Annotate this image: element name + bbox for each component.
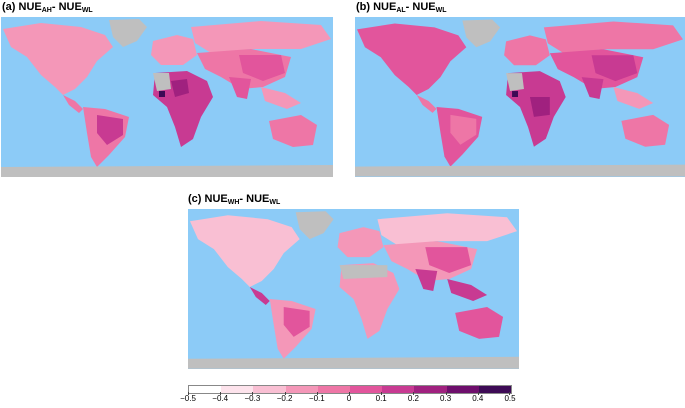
legend-swatch xyxy=(221,386,254,393)
legend-tick xyxy=(381,392,383,395)
sahel xyxy=(339,265,388,280)
legend-swatch xyxy=(350,386,383,393)
west-africa xyxy=(153,73,171,91)
legend-tick-label: −0.4 xyxy=(212,394,229,403)
legend-tick xyxy=(445,392,447,395)
antarctica xyxy=(188,356,519,369)
europe xyxy=(151,35,197,65)
legend-tick-label: 0 xyxy=(346,394,352,403)
central-america xyxy=(416,95,437,113)
russia xyxy=(377,213,518,246)
greenland xyxy=(462,19,501,48)
south-asia xyxy=(581,77,604,99)
legend-tick xyxy=(252,392,254,395)
australia xyxy=(621,114,670,147)
brazil xyxy=(97,115,123,145)
legend-colorbar xyxy=(188,385,512,394)
china xyxy=(425,247,472,274)
panel-b-title: (b) NUEAL- NUEWL xyxy=(356,1,447,14)
gulf-guinea xyxy=(171,79,189,97)
europe xyxy=(504,35,550,66)
legend-tick-label: 0.1 xyxy=(375,394,387,403)
central-america xyxy=(63,95,83,113)
legend-swatch xyxy=(253,386,286,393)
legend-tick-label: 0.4 xyxy=(472,394,484,403)
brazil xyxy=(283,306,310,337)
legend-tick xyxy=(509,392,510,395)
south-asia xyxy=(415,269,438,291)
north-america xyxy=(189,215,300,288)
legend-swatch xyxy=(285,386,318,393)
legend-tick-label: −0.3 xyxy=(244,394,261,403)
map-c xyxy=(188,209,519,369)
map-b-svg xyxy=(355,19,685,177)
australia xyxy=(455,306,504,339)
legend-tick-label: −0.1 xyxy=(308,394,325,403)
africa xyxy=(339,263,400,339)
west-africa xyxy=(506,73,524,92)
south-asia xyxy=(229,77,251,99)
antarctica xyxy=(355,164,685,177)
australia xyxy=(269,115,317,147)
europe xyxy=(337,227,384,258)
hotspot-a xyxy=(159,91,165,97)
north-america xyxy=(3,23,113,95)
legend-tick xyxy=(220,392,222,395)
brazil xyxy=(450,114,477,145)
legend-tick xyxy=(349,392,350,395)
hotspot-b xyxy=(512,91,519,97)
legend-swatch xyxy=(414,386,447,393)
central-africa xyxy=(529,97,550,117)
panel-a-title: (a) NUEAH- NUEWL xyxy=(2,1,93,14)
legend-tick xyxy=(188,392,189,395)
color-legend: −0.5 −0.4 −0.3 −0.2 −0.1 0 0.1 0.2 0.3 0.4 0.5 xyxy=(180,383,516,408)
russia xyxy=(543,21,684,54)
panel-c-title: (c) NUEWH- NUEWL xyxy=(188,193,281,206)
china xyxy=(591,55,638,82)
legend-tick-label: 0.2 xyxy=(407,394,419,403)
legend-swatch xyxy=(382,386,415,393)
legend-tick-label: −0.2 xyxy=(276,394,293,403)
legend-tick xyxy=(413,392,415,395)
china xyxy=(239,55,285,81)
africa xyxy=(153,71,213,147)
antarctica xyxy=(1,165,333,177)
map-a-svg xyxy=(1,19,333,177)
russia xyxy=(191,21,331,53)
map-b xyxy=(355,17,685,177)
legend-swatch xyxy=(446,386,479,393)
legend-tick-label: −0.5 xyxy=(180,394,196,403)
north-america xyxy=(356,23,467,96)
legend-swatch xyxy=(189,386,222,393)
legend-swatch xyxy=(317,386,351,393)
se-asia xyxy=(261,87,301,109)
legend-tick xyxy=(284,392,286,395)
legend-tick-label: 0.3 xyxy=(440,394,452,403)
se-asia xyxy=(613,87,654,109)
map-a xyxy=(1,17,333,177)
se-asia xyxy=(447,279,488,301)
legend-tick xyxy=(316,392,318,395)
legend-swatch xyxy=(478,386,512,393)
legend-tick xyxy=(477,392,479,395)
greenland xyxy=(109,19,147,47)
greenland xyxy=(295,211,334,240)
central-america xyxy=(249,287,270,305)
map-c-svg xyxy=(188,211,519,369)
legend-tick-label: 0.5 xyxy=(504,394,516,403)
